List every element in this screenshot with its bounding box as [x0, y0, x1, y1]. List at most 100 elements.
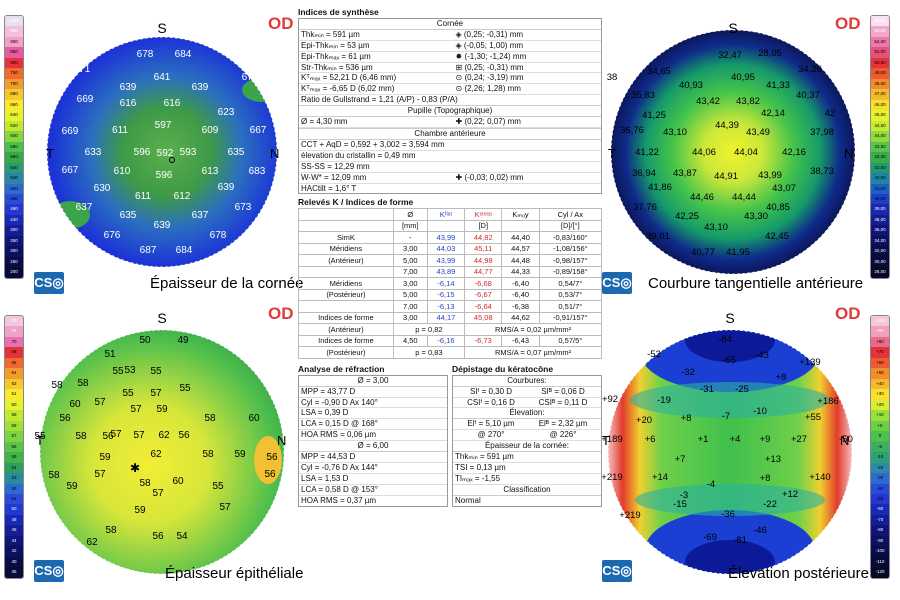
map-value: -84: [718, 334, 732, 345]
map-value: 42,14: [761, 108, 785, 119]
scale-step: +10: [871, 410, 889, 421]
scale-step: -110: [871, 556, 889, 568]
map-value: 678: [210, 230, 227, 241]
scale-step: 200: [5, 267, 23, 278]
k-cell: (Antérieur): [298, 323, 394, 336]
map-value: 56: [266, 452, 278, 463]
k-cell: -1,08/156°: [538, 242, 603, 256]
scale-step: 700: [5, 78, 23, 90]
ww-center: ✚ (-0,03; 0,02) mm: [455, 172, 524, 182]
map-value: 42,16: [782, 147, 806, 158]
k-cell: [mm]: [392, 219, 428, 233]
lens-elevation: élevation du cristallin = 0,49 mm: [301, 150, 416, 160]
map-value: 630: [94, 183, 111, 194]
scale-step: +60: [871, 357, 889, 369]
map-value: 40,85: [766, 202, 790, 213]
k-cell: Méridiens: [298, 277, 394, 290]
synthesis-location: ⊙ (0,24; -3,19) mm: [455, 73, 524, 83]
scale-step: 540: [5, 162, 23, 174]
map-value: 637: [192, 210, 209, 221]
posterior-elevation-panel: +100 +90 +80 +70 +60 +50 +40 +30 +20 +10 +5 0 -5 -10-…: [600, 300, 900, 600]
k-cell: 3,00: [392, 277, 428, 290]
map-value: 43,99: [758, 170, 782, 181]
map-value: +219: [619, 510, 640, 521]
refraction-box: Ø = 3,00 MPP = 43,77 D Cyl = -0,90 D Ax 14…: [298, 374, 448, 507]
kc-row: CSIᶠ = 0,16 D CSIᴮ = 0,11 D: [453, 398, 601, 409]
scale-step: 56,00: [871, 26, 889, 37]
scale-step: 51: [5, 493, 23, 505]
keratoconus-title: Dépistage du kératocône: [452, 363, 554, 374]
k-readings-title: Relevés K / Indices de forme: [298, 197, 414, 208]
k-cell: 43,89: [426, 265, 466, 279]
refraction-value: LCA = 0,58 D @ 153°: [299, 485, 447, 496]
k-cell: [426, 219, 466, 233]
k-cell: -6,13: [426, 300, 466, 313]
k-cell: 0,53/7°: [538, 288, 603, 302]
map-value: 55: [150, 366, 162, 377]
anterior-curvature-map[interactable]: 32,47 28,05 34,65 40,95 34,26 38 40,93 41,33 35,…: [600, 0, 900, 300]
scale-step: 480: [5, 193, 23, 205]
kc-row: SIᶠ = 0,30 D SIᴮ = 0,06 D: [453, 387, 601, 398]
classification-value: Normal: [455, 495, 481, 505]
refraction-title: Analyse de réfraction: [298, 363, 385, 374]
map-value: 62: [158, 430, 170, 441]
map-value: 669: [62, 126, 79, 137]
nasal-label: N: [844, 146, 853, 161]
map-value: 39,01: [646, 231, 670, 242]
curvature-header: Courbures:: [453, 376, 601, 387]
scale-step: +30: [871, 389, 889, 400]
scale-step: 600: [5, 131, 23, 142]
map-value: 610: [114, 166, 131, 177]
map-value: 56: [264, 469, 276, 480]
k-cell: Indices de forme: [298, 334, 394, 348]
synthesis-row: Epi-Thkₘᵢₙ = 53 µm ◈ (-0,05; 1,00) mm: [299, 41, 601, 52]
map-value: 43,10: [663, 127, 687, 138]
synthesis-location: ◈ (0,25; -0,31) mm: [455, 29, 524, 39]
map-value: 44,91: [714, 171, 738, 182]
map-value: 58: [48, 470, 60, 481]
map-value: 41,25: [642, 110, 666, 121]
synthesis-location: ⊙ (2,26; 1,28) mm: [455, 84, 521, 94]
k-row: 7,00 43,89 44,77 44,33 -0,89/158°: [298, 265, 603, 279]
k-readings-table: Ø Kᶠˡᵃᵗ Kˢᵗᵉᵉᵖ Kₘₒy Cyl / Ax [mm] [D] [D]/[°] Si…: [298, 208, 603, 359]
map-value: 53: [124, 365, 136, 376]
map-value: 49: [177, 335, 189, 346]
scale-step: 42,00: [871, 173, 889, 184]
map-value: 58: [75, 431, 87, 442]
k-row: Ø Kᶠˡᵃᵗ Kˢᵗᵉᵉᵖ Kₘₒy Cyl / Ax: [298, 208, 603, 221]
map-value: +92: [602, 394, 618, 405]
map-caption: Épaisseur de la cornée: [150, 275, 304, 292]
map-value: +9: [760, 434, 771, 445]
diameter-header: Ø = 6,00: [299, 441, 447, 453]
scale-step: 560: [5, 152, 23, 163]
map-value: 42,45: [765, 231, 789, 242]
map-value: 57: [130, 404, 142, 415]
map-value: 641: [154, 72, 171, 83]
k-cell: (Antérieur): [298, 254, 394, 267]
map-value: 55: [34, 431, 46, 442]
posterior-elevation-map[interactable]: -84 -52 -65 -43 +139 -32 +8 -19 -31 -25 +92 -10 +186…: [600, 300, 900, 600]
map-value: 44,04: [734, 147, 758, 158]
map-value: 613: [202, 166, 219, 177]
map-value: 639: [154, 220, 171, 231]
cornea-thickness-map[interactable]: 678 684 671 639 669 639 641 676 616 616 623 669 611 5…: [0, 0, 300, 300]
map-value: -3: [680, 490, 688, 501]
k-cell: [501, 219, 540, 233]
k-cell: [298, 300, 394, 313]
k-cell: -6,38: [501, 300, 540, 313]
temporal-label: T: [608, 146, 616, 161]
map-value: 58: [51, 380, 63, 391]
scale-step: 36,00: [871, 225, 889, 236]
map-value: 676: [242, 72, 259, 83]
scale-step: 520: [5, 173, 23, 184]
nasal-label: N: [270, 146, 279, 161]
synthesis-row: Kᵀₘₐₓ = -6,65 D (6,02 mm) ⊙ (2,26; 1,28) …: [299, 84, 601, 96]
synthesis-title: Indices de synthèse: [298, 7, 379, 17]
map-value: 678: [137, 49, 154, 60]
scale-step: 850: [5, 47, 23, 58]
scale-step: 52: [5, 483, 23, 494]
scale-step: 57: [5, 431, 23, 442]
scale-step: +50: [871, 368, 889, 379]
scale-step: -50: [871, 493, 889, 505]
